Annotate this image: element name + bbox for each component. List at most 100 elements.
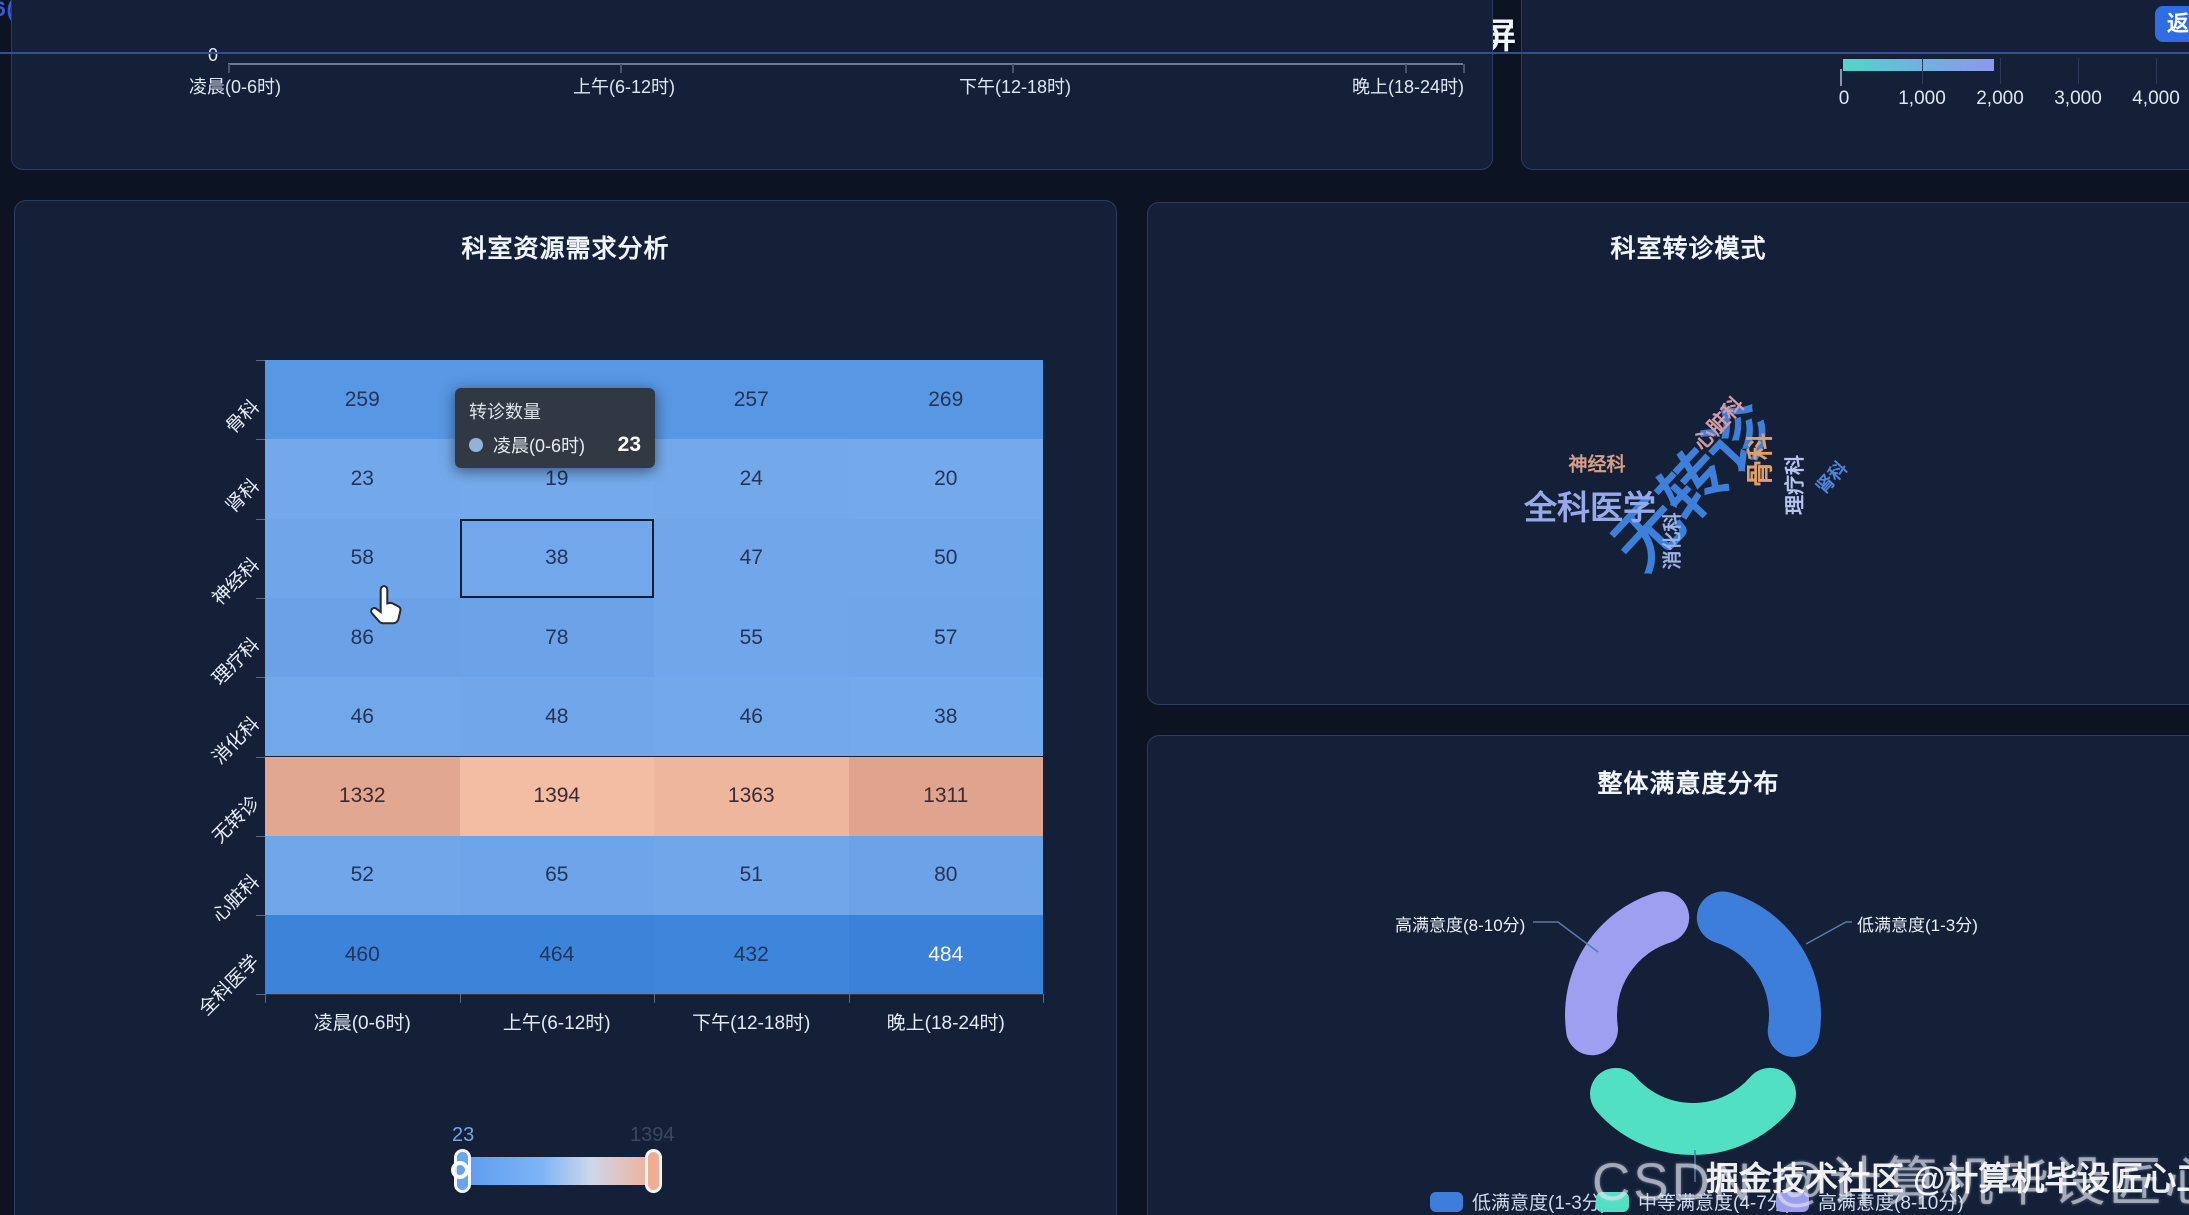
heatmap-cell[interactable]: 78 — [459, 597, 654, 678]
tl-axis-line — [228, 63, 1463, 65]
tr-axis-label: 3,000 — [2054, 88, 2102, 109]
tl-axis-tick — [620, 64, 622, 73]
heatmap-xtick — [265, 994, 266, 1004]
heatmap-xlabel: 上午(6-12时) — [502, 1013, 611, 1035]
tl-axis-label: 晚上(18-24时) — [1351, 77, 1465, 97]
tr-gradient-bar[interactable] — [1843, 59, 1994, 71]
heatmap-cell[interactable]: 484 — [848, 915, 1043, 995]
heatmap-cell[interactable]: 1311 — [848, 756, 1043, 836]
tr-axis-bracket — [1840, 69, 1842, 86]
heatmap-xlabel: 下午(12-18时) — [692, 1013, 811, 1035]
legend-item[interactable]: 高满意度(8-10分) — [1776, 1188, 1964, 1215]
legend-label: 中等满意度(4-7分) — [1638, 1193, 1793, 1214]
heatmap-cell[interactable]: 257 — [654, 360, 849, 440]
legend-label: 低满意度(1-3分) — [1472, 1193, 1608, 1214]
heatmap-cell[interactable]: 1394 — [459, 756, 654, 836]
wordcloud-word[interactable]: 消化科 — [1662, 512, 1684, 570]
tooltip-category: 凌晨(0-6时) — [493, 436, 586, 456]
heatmap-cell[interactable]: 38 — [848, 677, 1043, 757]
watermark-juejin: 掘金技术社区 @计算机毕设匠心工作室 — [1706, 1160, 2189, 1197]
wordcloud-word[interactable]: 骨科 — [1745, 433, 1776, 487]
legend-item[interactable]: 中等满意度(4-7分) — [1596, 1188, 1792, 1215]
heatmap-cell[interactable]: 58 — [265, 518, 460, 598]
heatmap-cell[interactable]: 47 — [654, 518, 849, 598]
mouse-hand-cursor — [370, 585, 402, 625]
tr-axis-gridline — [2000, 58, 2001, 84]
heatmap-ytick — [256, 677, 265, 679]
tr-axis-label: 2,000 — [1976, 88, 2024, 109]
heatmap-cell[interactable]: 80 — [848, 835, 1043, 916]
heatmap-cell[interactable]: 20 — [848, 439, 1043, 519]
visualmap-gradient-bar[interactable] — [460, 1157, 653, 1185]
heatmap-ytick — [256, 360, 265, 361]
heatmap-ytick — [256, 756, 265, 758]
tl-axis-tick — [1405, 64, 1407, 73]
heatmap-ytick — [256, 439, 265, 441]
heatmap-cell[interactable]: 460 — [265, 915, 460, 995]
heatmap-cell[interactable]: 55 — [654, 597, 849, 678]
tl-axis-label: 下午(12-18时) — [958, 77, 1072, 97]
heatmap-cell[interactable]: 51 — [654, 835, 849, 916]
heatmap-cell[interactable]: 23 — [265, 439, 460, 519]
heatmap-cell[interactable]: 259 — [265, 360, 460, 440]
tl-axis-label: 凌晨(0-6时) — [188, 77, 282, 97]
heatmap-cell[interactable]: 1363 — [654, 756, 849, 836]
heatmap-cell[interactable]: 65 — [459, 835, 654, 916]
legend-item[interactable]: 低满意度(1-3分) — [1430, 1188, 1607, 1215]
heatmap-xlabel: 晚上(18-24时) — [886, 1013, 1005, 1035]
tr-axis-label: 1,000 — [1898, 88, 1946, 109]
heatmap-cell[interactable]: 24 — [654, 439, 849, 519]
heatmap-ytick — [256, 518, 265, 520]
tr-axis-label: 0 — [1838, 88, 1850, 109]
watermark-csdn: CSDN @计算机毕设匠心工作室 — [1592, 1153, 2189, 1212]
tl-axis-tick — [1463, 64, 1465, 73]
heatmap-cell[interactable]: 46 — [265, 677, 460, 757]
heatmap-cell[interactable]: 46 — [654, 677, 849, 757]
tl-zero-tick-label: 0 — [208, 45, 219, 65]
wordcloud-word[interactable]: 神经科 — [1568, 454, 1626, 476]
heatmap-panel-title: 科室资源需求分析 — [461, 235, 670, 263]
wordcloud-word[interactable]: 全科医学 — [1524, 489, 1656, 526]
heatmap-cell[interactable]: 50 — [848, 518, 1043, 598]
heatmap-ytick — [256, 835, 265, 837]
wordcloud-word[interactable]: 理疗科 — [1784, 455, 1807, 515]
heatmap-xtick — [1043, 994, 1044, 1004]
tl-axis-label: 上午(6-12时) — [572, 77, 676, 97]
visualmap-max-label: 1394 — [630, 1124, 675, 1146]
tr-axis-gridline — [2156, 58, 2157, 84]
tl-axis-tick — [1012, 64, 1014, 73]
heatmap-cell[interactable]: 38 — [459, 518, 654, 598]
top-right-panel — [1521, 0, 2189, 170]
back-button[interactable]: 返 — [2155, 6, 2189, 42]
heatmap-cell[interactable]: 86 — [265, 597, 460, 678]
heatmap-cell[interactable]: 432 — [654, 915, 849, 995]
tl-axis-tick — [228, 64, 230, 73]
heatmap-cell[interactable]: 52 — [265, 835, 460, 916]
legend-swatch — [1430, 1191, 1463, 1212]
heatmap-cell[interactable]: 1332 — [265, 756, 460, 836]
heatmap-ytick — [256, 597, 265, 599]
pie-label-low: 低满意度(1-3分) — [1857, 916, 1978, 935]
heatmap-tooltip: 转诊数量 凌晨(0-6时) 23 — [455, 388, 655, 468]
heatmap-cell[interactable]: 57 — [848, 597, 1043, 678]
top-left-panel: 0 凌晨(0-6时) 上午(6-12时) 下午(12-18时) 晚上(18-24时) — [11, 0, 1493, 170]
legend-label: 高满意度(8-10分) — [1818, 1193, 1964, 1214]
tr-axis-gridline — [2078, 58, 2079, 84]
satisfaction-panel-title: 整体满意度分布 — [1597, 770, 1780, 798]
tooltip-series-name: 转诊数量 — [469, 402, 541, 422]
wordcloud-panel: 科室转诊模式 — [1147, 202, 2189, 705]
heatmap-cell[interactable]: 464 — [459, 915, 654, 995]
heatmap-xlabel: 凌晨(0-6时) — [313, 1013, 411, 1035]
heatmap-xtick — [848, 994, 850, 1004]
tr-axis-gridline — [1922, 58, 1923, 84]
visualmap-handle-right[interactable] — [645, 1149, 662, 1193]
visualmap-handle-ring[interactable] — [451, 1161, 469, 1179]
legend-swatch — [1596, 1191, 1629, 1212]
heatmap-xtick — [459, 994, 461, 1004]
wordcloud-panel-title: 科室转诊模式 — [1610, 235, 1767, 263]
heatmap-cell[interactable]: 269 — [848, 360, 1043, 440]
header-divider-line — [0, 52, 2189, 54]
heatmap-xtick — [654, 994, 655, 1004]
heatmap-cell[interactable]: 48 — [459, 677, 654, 757]
